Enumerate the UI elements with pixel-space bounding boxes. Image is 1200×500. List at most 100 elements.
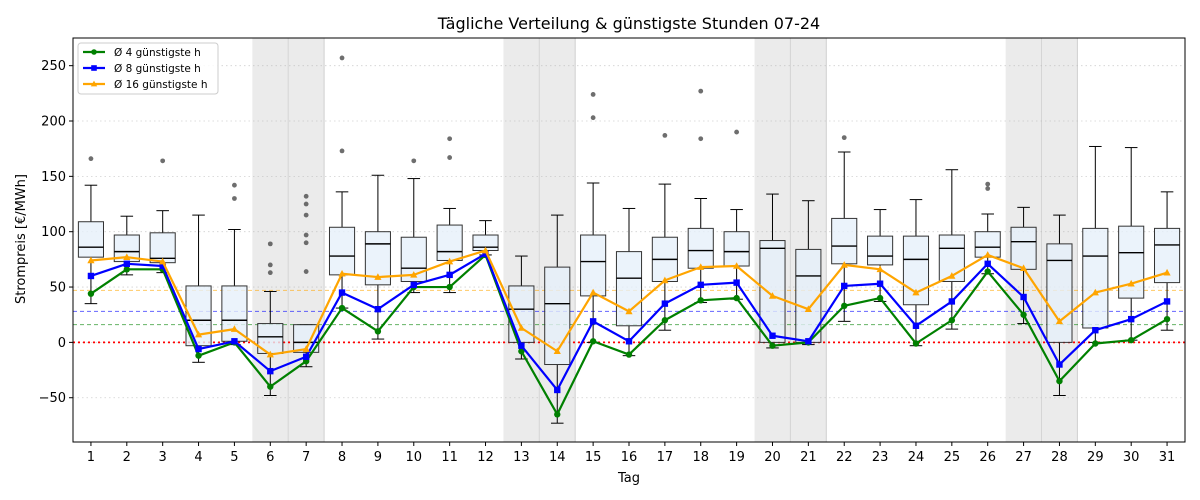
- series-point: [1056, 377, 1063, 385]
- x-tick-label: 17: [657, 450, 674, 465]
- box-day-1: [77, 156, 104, 305]
- series-point: [302, 345, 310, 352]
- series-point: [518, 348, 525, 355]
- outlier-point: [88, 156, 94, 162]
- x-tick-label: 20: [764, 450, 781, 465]
- box-day-28: [1046, 214, 1073, 397]
- series-point: [338, 289, 346, 296]
- box-iqr: [1010, 226, 1037, 270]
- series-point: [554, 386, 561, 394]
- series-point: [804, 305, 812, 312]
- legend-item-1: Ø 4 günstigste h: [83, 47, 201, 59]
- series-point: [661, 276, 669, 284]
- series-point: [912, 322, 920, 329]
- series-point: [769, 332, 776, 339]
- box-day-22: [831, 135, 858, 322]
- x-tick-label: 25: [944, 450, 961, 465]
- series-point: [553, 347, 561, 355]
- series-point: [805, 338, 812, 345]
- outlier-point: [232, 182, 237, 188]
- legend-label: Ø 4 günstigste h: [114, 47, 201, 59]
- series-point: [194, 330, 203, 338]
- outlier-point: [267, 241, 273, 247]
- series-point: [87, 290, 95, 297]
- x-tick-label: 21: [800, 450, 817, 465]
- x-tick-label: 31: [1159, 450, 1176, 465]
- y-tick-label: 150: [41, 170, 66, 185]
- outlier-point: [590, 92, 596, 97]
- series-point: [410, 281, 417, 289]
- box-iqr: [1118, 225, 1145, 299]
- series-2: [87, 250, 1171, 394]
- x-tick-label: 29: [1087, 450, 1104, 465]
- chart-title: Tägliche Verteilung & günstigste Stunden…: [437, 14, 820, 33]
- box-iqr: [723, 231, 750, 267]
- series-point: [841, 282, 848, 290]
- series-point: [948, 298, 956, 305]
- outlier-point: [303, 232, 309, 238]
- x-tick-label: 11: [441, 450, 458, 465]
- series-point: [195, 345, 202, 353]
- box-iqr: [436, 224, 463, 261]
- x-axis-label: Tag: [617, 471, 640, 486]
- series-point: [1092, 340, 1099, 347]
- outlier-point: [303, 269, 309, 274]
- series-point: [446, 257, 454, 265]
- series-point: [876, 280, 884, 287]
- series-point: [697, 263, 705, 270]
- x-tick-label: 14: [549, 450, 566, 465]
- series-point: [733, 294, 740, 302]
- series-point: [446, 283, 453, 291]
- outlier-point: [447, 155, 453, 160]
- outlier-point: [303, 201, 309, 207]
- series-point: [625, 351, 633, 358]
- series-point: [733, 279, 740, 286]
- series-point: [90, 80, 98, 87]
- outlier-point: [985, 181, 991, 187]
- series-point: [625, 307, 633, 315]
- series-point: [948, 272, 956, 279]
- x-tick-label: 15: [585, 450, 602, 465]
- series-point: [1056, 361, 1063, 368]
- series-point: [554, 411, 561, 418]
- series-point: [482, 250, 489, 258]
- outlier-point: [447, 136, 453, 142]
- y-tick-label: −50: [39, 391, 66, 406]
- x-tick-label: 8: [338, 450, 346, 465]
- series-point: [589, 318, 597, 325]
- outlier-point: [303, 212, 309, 218]
- y-tick-label: 250: [41, 59, 66, 74]
- series-point: [266, 350, 274, 358]
- series-point: [123, 260, 131, 267]
- box-iqr: [221, 285, 248, 342]
- series-point: [338, 304, 346, 312]
- series-point: [91, 65, 97, 71]
- series-point: [1127, 315, 1135, 323]
- box-iqr: [759, 240, 786, 343]
- x-tick-label: 19: [728, 450, 745, 465]
- series-point: [1127, 279, 1135, 287]
- box-day-8: [328, 55, 356, 309]
- series-point: [697, 297, 704, 304]
- x-tick-label: 27: [1015, 450, 1032, 465]
- box-day-15: [580, 92, 607, 343]
- box-iqr: [867, 235, 894, 266]
- box-iqr: [615, 251, 643, 327]
- series-point: [87, 272, 95, 280]
- series-point: [1163, 298, 1171, 305]
- series-point: [230, 325, 239, 332]
- series-point: [768, 292, 777, 299]
- series-point: [697, 281, 704, 289]
- series-point: [984, 251, 992, 258]
- series-point: [374, 273, 382, 280]
- series-point: [446, 271, 453, 279]
- series-point: [1127, 336, 1135, 344]
- outlier-point: [267, 262, 273, 268]
- series-point: [374, 328, 382, 335]
- outlier-point: [339, 55, 345, 61]
- outlier-point: [698, 136, 704, 142]
- legend-item-2: Ø 8 günstigste h: [83, 63, 201, 75]
- x-tick-label: 12: [477, 450, 494, 465]
- series-point: [589, 338, 597, 345]
- x-tick-label: 13: [513, 450, 530, 465]
